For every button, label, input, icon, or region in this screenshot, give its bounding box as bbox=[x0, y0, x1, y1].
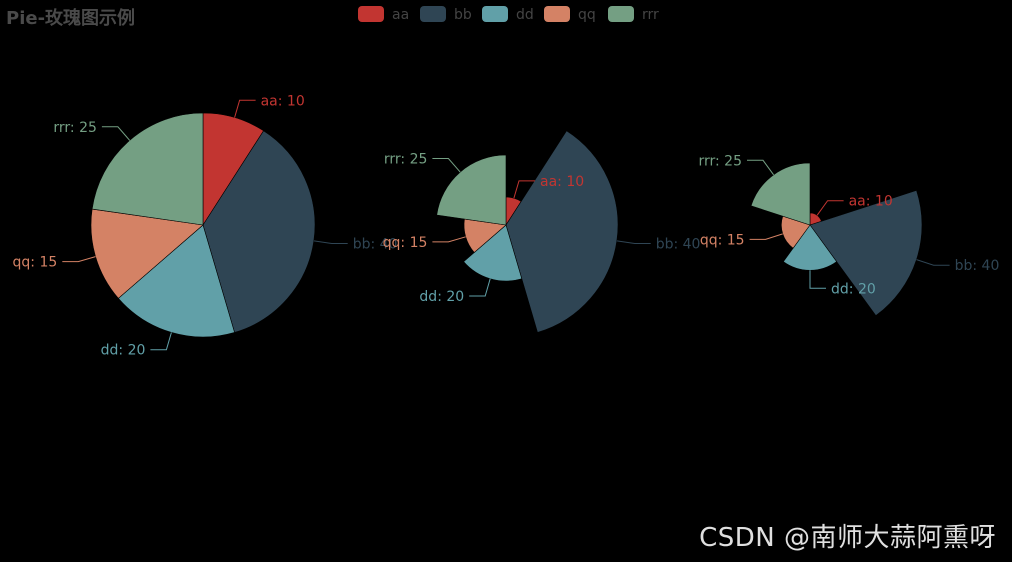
data-label-dd: dd: 20 bbox=[831, 281, 876, 297]
data-label-qq: qq: 15 bbox=[383, 235, 428, 251]
legend-swatch-dd bbox=[482, 6, 508, 22]
legend-label-rrr: rrr bbox=[642, 7, 659, 23]
leader-line-bb bbox=[916, 259, 950, 266]
pie-slice-qq[interactable] bbox=[90, 208, 204, 299]
data-label-bb: bb: 40 bbox=[656, 237, 701, 253]
leader-line-qq bbox=[749, 233, 783, 240]
data-label-dd: dd: 20 bbox=[419, 289, 464, 305]
data-label-qq: qq: 15 bbox=[700, 232, 745, 248]
data-label-bb: bb: 40 bbox=[353, 237, 398, 253]
leader-line-rrr bbox=[747, 159, 775, 176]
data-label-rrr: rrr: 25 bbox=[53, 120, 97, 136]
legend-swatch-aa bbox=[358, 6, 384, 22]
pie-slice-dd[interactable] bbox=[463, 224, 523, 282]
data-label-rrr: rrr: 25 bbox=[698, 153, 742, 169]
pie-slice-bb[interactable] bbox=[202, 130, 316, 333]
pie-chart-1: aa: 10 bb: 40 dd: 20 qq: 15 rrr: 25 bbox=[13, 93, 398, 358]
legend-item-rrr[interactable]: rrr bbox=[608, 6, 659, 23]
legend: aa bb dd qq rrr bbox=[358, 6, 659, 23]
legend-label-dd: dd bbox=[516, 7, 534, 23]
pie-slice-bb[interactable] bbox=[505, 130, 619, 333]
chart-title: Pie-玫瑰图示例 bbox=[6, 7, 135, 29]
leader-line-dd bbox=[150, 332, 172, 351]
legend-item-bb[interactable]: bb bbox=[420, 6, 472, 23]
pie-chart-2: aa: 10 bb: 40 dd: 20 qq: 15 rrr: 25 bbox=[383, 130, 701, 333]
leader-line-rrr bbox=[432, 158, 461, 173]
legend-item-dd[interactable]: dd bbox=[482, 6, 534, 23]
leader-line-rrr bbox=[101, 126, 131, 141]
pie-slice-dd[interactable] bbox=[117, 224, 235, 338]
legend-label-bb: bb bbox=[454, 7, 472, 23]
legend-label-qq: qq bbox=[578, 7, 596, 23]
legend-label-aa: aa bbox=[392, 7, 409, 23]
data-label-aa: aa: 10 bbox=[261, 93, 305, 109]
leader-line-bb bbox=[313, 240, 348, 244]
leader-line-aa bbox=[816, 200, 844, 216]
leader-line-qq bbox=[62, 256, 96, 263]
leader-line-aa bbox=[234, 99, 256, 118]
leader-line-dd bbox=[809, 270, 826, 289]
legend-swatch-rrr bbox=[608, 6, 634, 22]
pie-slice-qq[interactable] bbox=[781, 215, 811, 249]
data-label-dd: dd: 20 bbox=[101, 343, 146, 359]
leader-line-dd bbox=[469, 278, 491, 297]
pie-slice-rrr[interactable] bbox=[91, 112, 204, 226]
data-label-aa: aa: 10 bbox=[849, 194, 893, 210]
pie-slice-rrr[interactable] bbox=[436, 154, 507, 226]
legend-item-qq[interactable]: qq bbox=[544, 6, 596, 23]
leader-line-bb bbox=[616, 240, 651, 244]
pie-chart-3: aa: 10 bb: 40 dd: 20 qq: 15 rrr: 25 bbox=[698, 153, 1000, 317]
legend-swatch-qq bbox=[544, 6, 570, 22]
legend-swatch-bb bbox=[420, 6, 446, 22]
data-label-rrr: rrr: 25 bbox=[384, 152, 428, 168]
watermark: CSDN @南师大蒜阿熏呀 bbox=[699, 523, 996, 553]
pie-slice-rrr[interactable] bbox=[750, 162, 811, 226]
pie-slice-dd[interactable] bbox=[782, 224, 838, 271]
data-label-bb: bb: 40 bbox=[955, 258, 1000, 274]
data-label-aa: aa: 10 bbox=[540, 174, 584, 190]
leader-line-qq bbox=[432, 236, 466, 243]
leader-line-aa bbox=[513, 180, 535, 199]
legend-item-aa[interactable]: aa bbox=[358, 6, 409, 23]
data-label-qq: qq: 15 bbox=[13, 255, 58, 271]
